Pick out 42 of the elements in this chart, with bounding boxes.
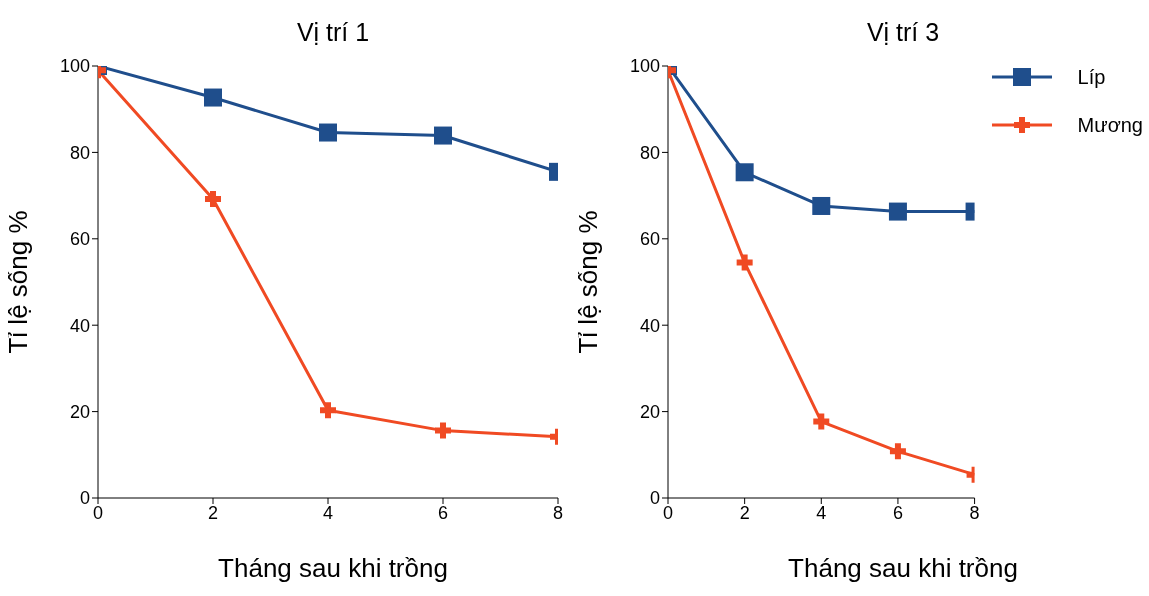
point [735,163,754,182]
y-tick-label: 80 [69,142,90,163]
y-tick-label: 80 [639,142,660,163]
point [813,413,830,430]
y-tick-label: 40 [639,315,660,336]
y-tick-label: 0 [649,488,660,509]
x-tick-label: 6 [437,502,449,523]
x-axis-title: Tháng sau khi trồng [787,553,1019,584]
y-tick-label: 60 [69,229,90,250]
point [889,443,906,460]
x-tick-label: 2 [739,502,750,523]
chart-title: Vị trí 1 [295,18,371,47]
chart-title: Vị trí 3 [865,18,941,47]
point [204,88,222,107]
point [888,202,907,221]
point [434,126,452,145]
y-tick-label: 100 [629,56,660,77]
x-tick-label: 4 [816,502,827,523]
x-tick-label: 8 [969,502,980,523]
legend-label: Líp [1077,65,1106,89]
y-tick-label: 20 [639,401,660,422]
y-tick-label: 100 [59,56,90,77]
point [205,191,221,208]
point [812,196,831,215]
x-tick-label: 0 [662,502,674,523]
x-tick-label: 8 [552,502,564,523]
point [319,123,337,142]
x-tick-label: 0 [92,502,104,523]
x-tick-label: 2 [207,502,219,523]
x-tick-label: 4 [322,502,334,523]
point [736,254,753,271]
y-tick-label: 20 [69,401,90,422]
y-axis-title: Tỉ lệ sống % [3,210,34,354]
x-tick-label: 6 [892,502,903,523]
y-tick-label: 40 [69,315,90,336]
point [435,422,451,439]
y-axis-title: Tỉ lệ sống % [573,210,604,354]
y-tick-label: 0 [79,488,90,509]
y-tick-label: 60 [639,229,660,250]
legend-label: Mương [1077,113,1143,137]
x-axis-title: Tháng sau khi trồng [217,553,449,584]
point [320,402,336,419]
